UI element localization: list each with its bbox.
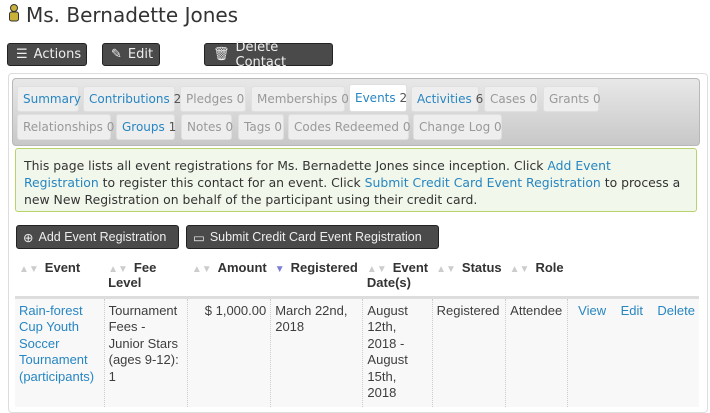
col-event-dates[interactable]: ▲▼ Event Date(s) (366, 260, 429, 290)
fee-level: Tournament Fees - Junior Stars (ages 9-1… (103, 295, 188, 407)
submit-credit-card-link[interactable]: Submit Credit Card Event Registration (364, 175, 601, 190)
sort-icon: ▲▼ (108, 264, 128, 275)
tab-summary[interactable]: Summary (17, 86, 81, 112)
delete-contact-button[interactable]: 🗑 Delete Contact (204, 40, 333, 70)
amount: $ 1,000.00 (187, 295, 271, 407)
sort-icon: ▲▼ (191, 264, 212, 275)
view-link[interactable]: View (578, 302, 607, 318)
tab-grants[interactable]: Grants 0 (543, 86, 601, 112)
info-message: This page lists all event registrations … (15, 148, 697, 212)
registered-date: March 22nd, 2018 (270, 295, 363, 407)
plus-circle-icon: ⊕ (23, 230, 34, 245)
delete-link[interactable]: Delete (657, 302, 695, 318)
tab-events[interactable]: Events 2 (349, 84, 407, 112)
credit-card-icon: ▭ (193, 230, 205, 245)
tab-activities[interactable]: Activities 6 (411, 86, 483, 112)
event-dates: August 12th, 2018 - August 15th, 2018 (362, 295, 433, 407)
trash-icon: 🗑 (213, 47, 230, 62)
col-event[interactable]: ▲▼ Event (19, 260, 81, 275)
submit-credit-card-button[interactable]: ▭ Submit Credit Card Event Registration (186, 225, 439, 249)
tab-cases[interactable]: Cases 0 (484, 86, 538, 112)
menu-icon: ☰ (16, 47, 28, 62)
tab-codes-redeemed[interactable]: Codes Redeemed 0 (288, 114, 411, 140)
tab-groups[interactable]: Groups 1 (116, 114, 176, 140)
add-event-registration-button[interactable]: ⊕ Add Event Registration (16, 225, 179, 249)
sort-icon: ▲▼ (19, 264, 39, 275)
registrations-table: ▲▼ Event ▲▼ Fee Level ▲▼ Amount ▼ Registered… (15, 255, 699, 407)
role: Attendee (505, 295, 568, 407)
event-link[interactable]: Rain-forest Cup Youth Soccer Tournament … (19, 302, 95, 384)
tab-notes[interactable]: Notes 0 (181, 114, 233, 140)
pencil-icon: ✎ (111, 47, 122, 62)
sort-icon: ▲▼ (436, 264, 456, 275)
tab-contributions[interactable]: Contributions 2 (83, 86, 181, 112)
col-registered[interactable]: ▼ Registered (274, 260, 358, 275)
add-event-registration-link[interactable]: Add Event Registration (24, 158, 611, 190)
tab-change-log[interactable]: Change Log 0 (413, 114, 502, 140)
sort-icon: ▲▼ (509, 264, 530, 275)
col-amount[interactable]: ▲▼ Amount (191, 260, 267, 275)
edit-button[interactable]: ✎ Edit (102, 43, 160, 66)
sort-icon: ▲▼ (366, 264, 387, 275)
edit-link[interactable]: Edit (620, 302, 643, 318)
tab-memberships[interactable]: Memberships 0 (251, 86, 349, 112)
actions-button[interactable]: ☰ Actions (7, 43, 87, 66)
page-title: Ms. Bernadette Jones (8, 3, 238, 27)
status: Registered (431, 295, 506, 407)
sort-desc-icon: ▼ (274, 264, 285, 275)
col-status[interactable]: ▲▼ Status (436, 260, 502, 275)
col-role[interactable]: ▲▼ Role (509, 260, 564, 275)
tab-tags[interactable]: Tags 0 (238, 114, 284, 140)
col-fee-level[interactable]: ▲▼ Fee Level (108, 260, 157, 290)
person-icon (8, 3, 20, 27)
tab-relationships[interactable]: Relationships 0 (17, 114, 114, 140)
table-row: Rain-forest Cup Youth Soccer Tournament … (15, 295, 699, 407)
tab-pledges[interactable]: Pledges 0 (180, 86, 246, 112)
